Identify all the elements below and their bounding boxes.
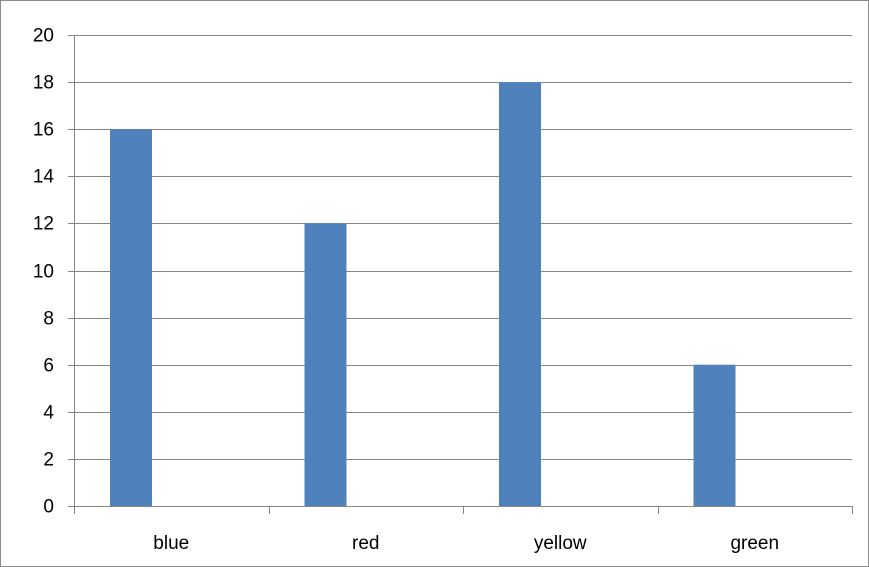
bar-green [693,364,736,506]
y-tick-label: 14 [33,167,55,188]
y-tick-label: 16 [33,120,54,141]
bars [110,82,736,506]
y-tick-labels: 0 2 4 6 8 10 12 14 16 18 20 [33,26,55,518]
y-tick-label: 18 [33,73,54,94]
y-tick-label: 6 [43,356,54,377]
gridlines [74,35,852,460]
x-tick-label: green [730,533,779,554]
y-tick-label: 12 [33,214,54,235]
bar-blue [110,129,152,506]
x-tick-labels: blue red yellow green [153,533,779,554]
x-axis [74,506,853,514]
x-tick-label: red [352,533,379,554]
y-tick-label: 20 [33,26,54,47]
y-tick-label: 4 [43,403,54,424]
y-tick-label: 2 [43,450,54,471]
x-tick-label: yellow [534,533,587,554]
y-axis [68,35,75,507]
bar-yellow [499,82,541,506]
x-tick-label: blue [153,533,189,554]
y-tick-label: 8 [43,309,54,330]
bar-red [304,223,347,506]
y-tick-label: 0 [43,497,54,518]
y-tick-label: 10 [33,262,54,283]
